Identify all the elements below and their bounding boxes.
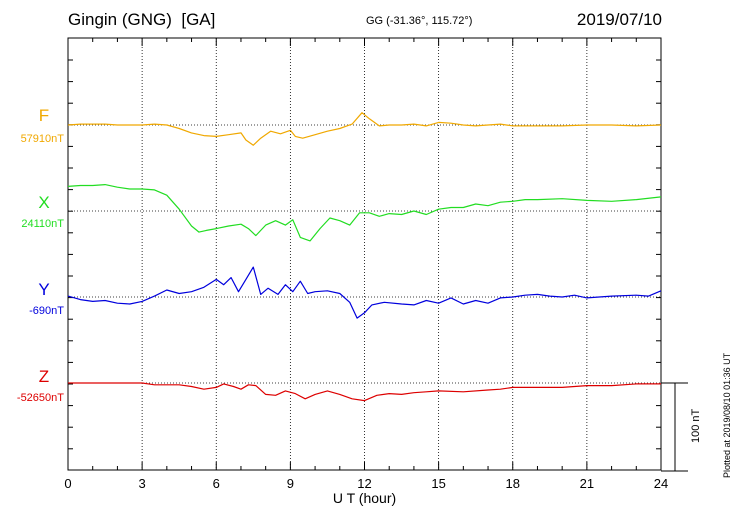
component-base-z: -52650nT <box>16 392 64 404</box>
x-axis-label: U T (hour) <box>333 490 396 506</box>
component-letter-x: X <box>38 193 50 212</box>
component-letter-f: F <box>38 106 50 125</box>
station-title: Gingin (GNG) [GA] <box>68 10 216 29</box>
component-base-y: -690nT <box>29 305 64 317</box>
component-letter-z: Z <box>38 367 50 386</box>
x-tick-label: 0 <box>64 476 71 491</box>
series-line-f <box>67 112 662 146</box>
x-tick-label: 18 <box>506 476 520 491</box>
component-base-x: 24110nT <box>21 218 64 230</box>
x-tick-label: 9 <box>287 476 294 491</box>
plot-date: 2019/07/10 <box>576 10 662 29</box>
station-coordinates: GG (-31.36°, 115.72°) <box>366 15 473 27</box>
series-line-x <box>67 184 662 242</box>
x-tick-label: 6 <box>213 476 220 491</box>
x-tick-label: 21 <box>580 476 594 491</box>
series-line-y <box>67 266 662 319</box>
x-tick-label: 24 <box>654 476 668 491</box>
plotted-timestamp: Plotted at 2019/08/10 01:36 UT <box>722 352 730 478</box>
x-tick-label: 15 <box>431 476 445 491</box>
x-tick-label: 12 <box>357 476 371 491</box>
scale-bar-label: 100 nT <box>690 408 702 443</box>
component-letter-y: Y <box>38 280 50 299</box>
x-tick-label: 3 <box>139 476 146 491</box>
component-base-f: 57910nT <box>20 133 64 145</box>
series-line-z <box>68 382 661 402</box>
